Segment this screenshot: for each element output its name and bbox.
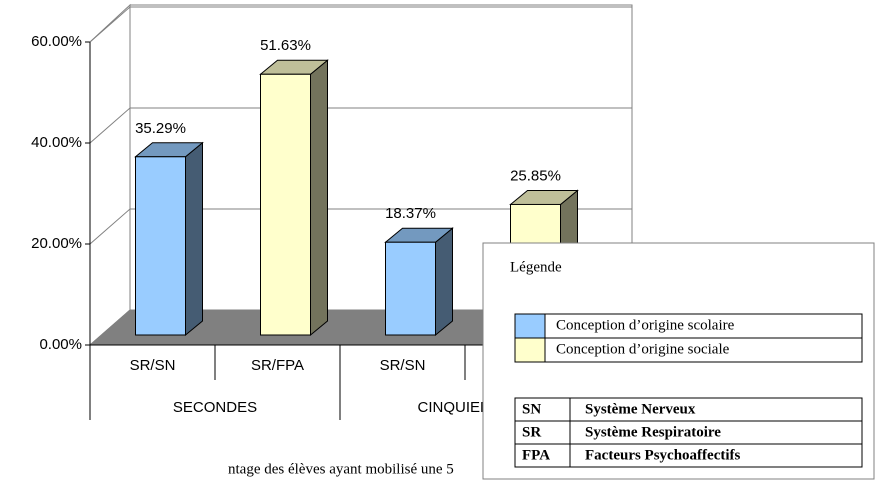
side-wall	[89, 3, 131, 347]
bar-side	[310, 59, 328, 337]
group-label: SECONDES	[173, 399, 257, 416]
value-label: 35.29%	[135, 120, 186, 137]
abbr-code: SN	[522, 401, 541, 417]
abbr-row	[514, 443, 863, 468]
grid-line	[89, 208, 131, 245]
x-tick-label: SR/SN	[130, 357, 176, 374]
bar-side	[435, 227, 453, 337]
value-label: 25.85%	[510, 167, 561, 184]
bar	[385, 241, 436, 336]
grid-line	[89, 107, 131, 144]
legend-swatch	[514, 313, 546, 339]
abbr-meaning: Facteurs Psychoaffectifs	[585, 447, 741, 463]
abbr-meaning: Système Nerveux	[585, 401, 696, 417]
x-tick-label: SR/SN	[380, 357, 426, 374]
legend-label: Conception d’origine scolaire	[556, 317, 735, 333]
grid-line	[89, 6, 131, 43]
y-tick-label: 40.00%	[31, 134, 82, 151]
legend-row	[514, 313, 863, 339]
abbr-code: FPA	[522, 447, 550, 463]
x-tick-label: SR/FPA	[251, 357, 304, 374]
y-tick-label: 0.00%	[39, 336, 82, 353]
caption: ntage des élèves ayant mobilisé une 5	[228, 461, 454, 477]
legend-row	[514, 337, 863, 363]
y-tick-label: 20.00%	[31, 235, 82, 252]
y-tick-label: 60.00%	[31, 33, 82, 50]
legend-swatch	[514, 337, 546, 363]
legend-title: Légende	[510, 259, 562, 275]
bar-side	[185, 141, 203, 337]
bar	[135, 156, 186, 336]
legend-label: Conception d’origine sociale	[556, 341, 730, 357]
abbr-meaning: Système Respiratoire	[585, 424, 721, 440]
abbr-code: SR	[522, 424, 541, 440]
value-label: 18.37%	[385, 205, 436, 222]
bar	[260, 73, 311, 336]
value-label: 51.63%	[260, 37, 311, 54]
